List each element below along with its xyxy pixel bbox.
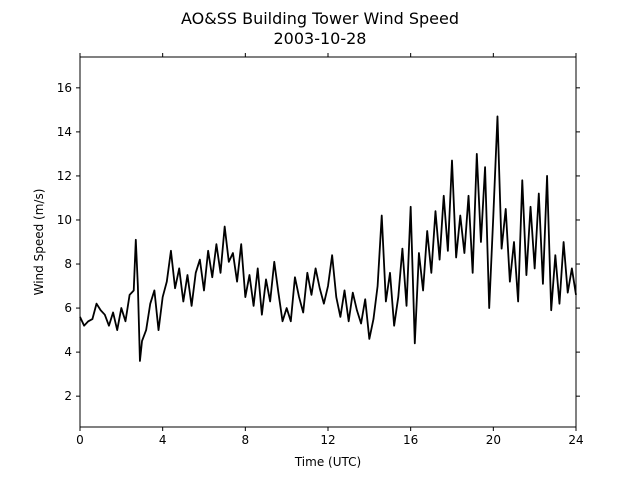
x-tick-label: 0 bbox=[76, 433, 84, 447]
y-tick-label: 2 bbox=[64, 389, 72, 403]
x-tick-label: 8 bbox=[242, 433, 250, 447]
y-tick-label: 4 bbox=[64, 345, 72, 359]
x-tick-label: 4 bbox=[159, 433, 167, 447]
x-tick-label: 20 bbox=[486, 433, 501, 447]
y-tick-label: 8 bbox=[64, 257, 72, 271]
y-tick-label: 6 bbox=[64, 301, 72, 315]
y-axis-label: Wind Speed (m/s) bbox=[32, 189, 46, 296]
y-tick-label: 12 bbox=[57, 169, 72, 183]
chart-subtitle: 2003-10-28 bbox=[274, 29, 367, 48]
x-tick-label: 24 bbox=[568, 433, 583, 447]
x-tick-label: 12 bbox=[320, 433, 335, 447]
x-tick-label: 16 bbox=[403, 433, 418, 447]
data-line bbox=[79, 115, 577, 362]
x-axis-label: Time (UTC) bbox=[294, 455, 361, 469]
y-tick-label: 16 bbox=[57, 81, 72, 95]
y-tick-label: 10 bbox=[57, 213, 72, 227]
chart-title: AO&SS Building Tower Wind Speed bbox=[181, 9, 459, 28]
y-tick-label: 14 bbox=[57, 125, 72, 139]
